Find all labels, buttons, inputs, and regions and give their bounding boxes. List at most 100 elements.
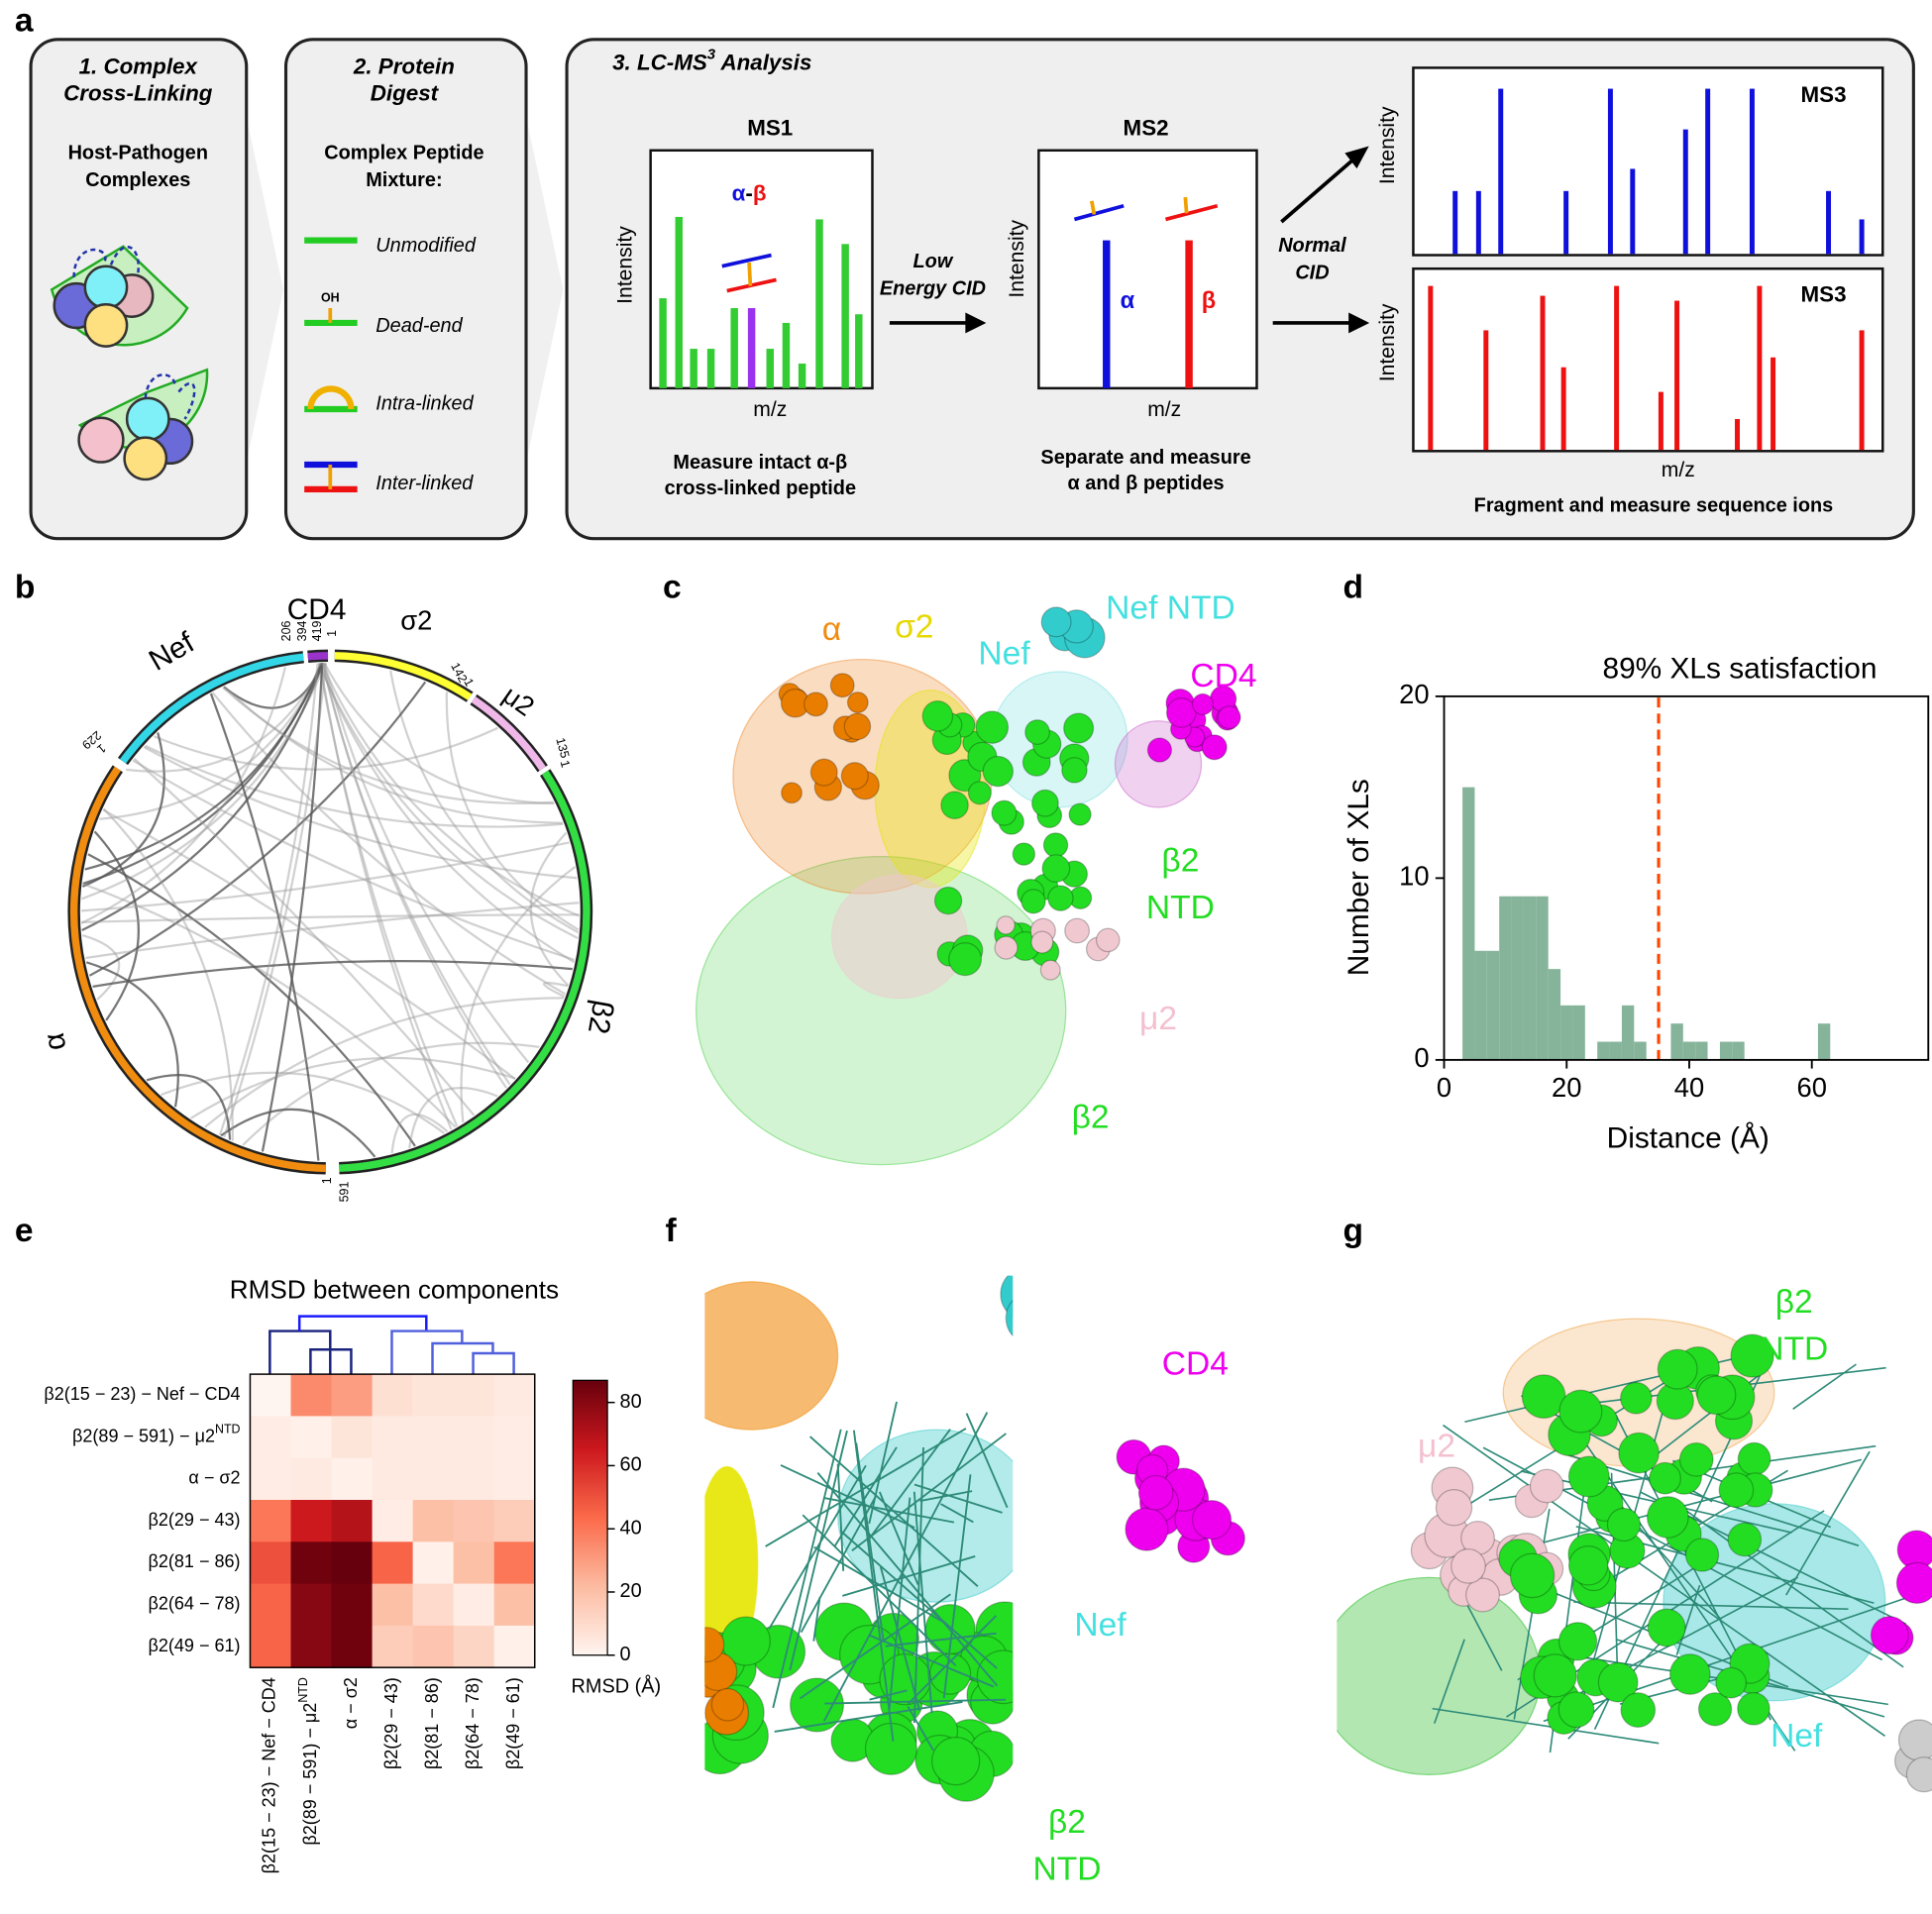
atom-sphere [921,700,954,732]
crosslink-chord [82,883,457,1128]
arrows [889,146,1370,334]
heatmap-cell [453,1457,495,1501]
atom-sphere [781,782,803,804]
heatmap-cell [493,1457,536,1501]
atom-sphere [1125,1507,1169,1551]
histogram-bar [1732,1041,1745,1060]
heatmap-cell [290,1457,333,1501]
atom-sphere [1647,1608,1686,1648]
column-label: β2(89 − 591) − μ2NTD [296,1677,319,1846]
structure-label: Nef [1771,1718,1823,1754]
segment-arc [339,770,590,1172]
atom-sphere [1039,959,1061,981]
colorbar-tick-label: 60 [620,1454,642,1476]
atom-sphere [840,762,869,791]
heatmap-cell [250,1583,292,1627]
crosslink-line [866,1429,951,1542]
crosslink-line [885,1632,997,1648]
histogram-bar [1572,1005,1585,1060]
crosslink-chord [102,807,234,1141]
structure-label: σ2 [895,608,933,645]
crosslink-line [1792,1363,1857,1410]
panel-letter: d [1343,570,1364,606]
crosslink-line [802,1514,957,1666]
panel-letter: f [666,1213,678,1249]
axis-label: Intensity [1006,219,1028,297]
crosslink-chord [223,663,327,1138]
crosslink-line [869,1689,908,1701]
atom-sphere [843,712,872,741]
schematic-peak [659,298,667,388]
atom-sphere [1095,927,1121,953]
atom-sphere [1567,1544,1609,1586]
column-label: β2(49 − 61) [503,1677,523,1769]
atom-sphere [975,710,1010,744]
heatmap-cell [250,1625,292,1668]
crosslink-chord [209,692,320,1161]
heatmap-cell [372,1416,414,1459]
schematic-peak [1859,219,1865,255]
heatmap-cell [493,1374,536,1418]
crosslink-chord [143,746,578,880]
x-tick-label: 0 [1437,1072,1451,1103]
crosslink-chord [85,902,580,960]
schematic-peak [1630,168,1636,255]
heatmap-cell [412,1583,455,1627]
crosslink-chord [81,913,580,924]
crosslink-chord [80,667,287,924]
atom-sphere [1165,697,1197,728]
zoom-render [1337,1318,1932,1793]
crosslink-line [823,1497,955,1524]
axis-label: Intensity [1376,303,1399,381]
structure-label: NTD [1146,890,1215,926]
atom-sphere [1041,854,1071,883]
caption: α and β peptides [1068,473,1225,494]
arrow-label: CID [1295,262,1329,283]
heatmap-cell [250,1374,292,1418]
crosslink-chord [318,663,575,964]
legend-item: Intra-linked [376,392,474,414]
heatmap-cell [412,1500,455,1542]
crosslink-chord [84,662,324,871]
segment-arc [307,652,329,661]
structure-render [696,606,1932,1802]
label-superscript: NTD [296,1677,310,1703]
schematic-peak [1771,357,1776,451]
atom-sphere [1047,885,1074,911]
heatmap-cell [412,1374,455,1418]
heatmap-cell [372,1625,414,1668]
axis-label: m/z [1147,398,1181,421]
atom-sphere [1727,1522,1763,1557]
atom-sphere [1597,1661,1639,1703]
crosslink-chord [218,663,319,1136]
crosslink-chord [190,1056,516,1119]
crosslink-chord [222,687,554,804]
step-title: Digest [371,81,440,106]
atom-sphere [1895,1561,1932,1604]
atom-sphere [1068,802,1092,826]
residue-number: 394 [295,620,309,641]
atom-sphere [1191,1499,1233,1541]
atom-sphere [1012,842,1036,866]
row-label: β2(49 − 61) [149,1636,241,1655]
histogram-bar [1560,1005,1573,1060]
atom-sphere [804,691,828,717]
atom-sphere [1055,1280,1110,1334]
segment-label: Nef [144,626,200,678]
label-superscript: NTD [215,1423,241,1436]
crosslink-chord [319,663,453,1130]
colorbar-tick-label: 80 [620,1391,642,1413]
crosslink-line [812,1596,821,1642]
heatmap-cell [290,1625,333,1668]
crosslink-chord [542,981,569,998]
atom-sphere [1606,1507,1642,1542]
axis-label: m/z [1662,459,1695,481]
colorbar-tick-label: 40 [620,1517,642,1539]
structure-label: β2 [1048,1804,1086,1841]
row-label: α − σ2 [188,1468,240,1488]
schematic-peak [747,308,756,388]
row-label: β2(64 − 78) [149,1594,241,1614]
caption: Fragment and measure sequence ions [1474,495,1834,517]
row-label: β2(89 − 591) − μ2NTD [72,1423,240,1445]
crosslink-chord [204,997,565,1128]
